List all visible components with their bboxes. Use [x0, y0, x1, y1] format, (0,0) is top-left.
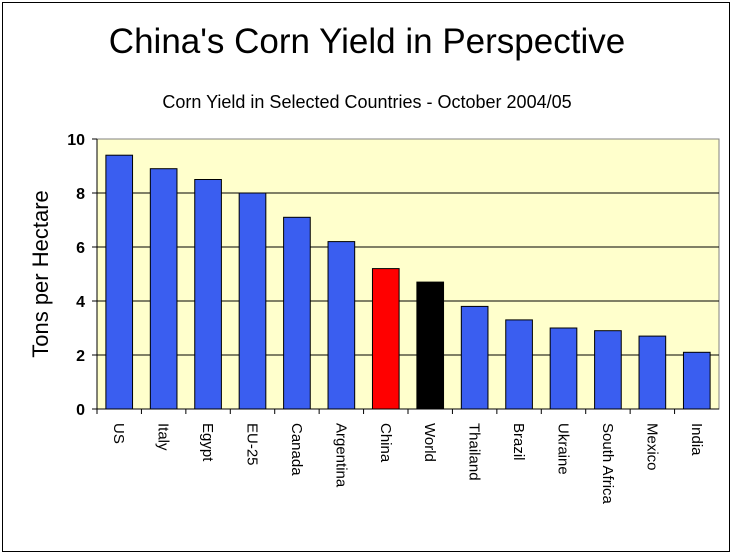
x-tick-label: Egypt: [199, 423, 216, 462]
bar-ukraine: [549, 327, 578, 410]
x-tick-label: Brazil: [510, 423, 527, 461]
y-tick-label: 2: [76, 348, 85, 365]
x-tick-label: World: [421, 423, 438, 462]
plot-area: [96, 138, 720, 410]
x-tick-label: US: [110, 423, 127, 444]
bars: [105, 154, 711, 410]
bar-eu-25: [238, 192, 267, 410]
bar-india: [682, 351, 711, 410]
x-tick-label: India: [688, 423, 705, 456]
y-axis-label: Tons per Hectare: [28, 190, 53, 358]
y-axis-ticks: 0 2 4 6 8 10: [67, 132, 97, 419]
x-tick-label: South Africa: [599, 423, 616, 505]
y-tick-label: 8: [76, 186, 85, 203]
bar-egypt: [194, 179, 222, 410]
bar-brazil: [505, 319, 533, 410]
y-tick-label: 0: [76, 402, 85, 419]
chart-title: China's Corn Yield in Perspective: [108, 22, 626, 61]
bar-canada: [283, 216, 311, 410]
bar-mexico: [638, 335, 667, 410]
bar-china: [371, 268, 400, 410]
x-tick-label: Italy: [155, 423, 172, 451]
x-tick-label: Ukraine: [555, 423, 572, 475]
x-tick-label: Mexico: [643, 423, 660, 471]
bar-italy: [149, 168, 178, 410]
y-tick-label: 10: [67, 132, 85, 149]
bar-argentina: [327, 241, 356, 410]
bar-us: [105, 154, 134, 410]
bar-south-africa: [594, 330, 622, 410]
x-tick-label: EU-25: [244, 423, 261, 466]
chart-subtitle: Corn Yield in Selected Countries - Octob…: [162, 92, 572, 112]
x-tick-label: China: [377, 423, 394, 463]
y-tick-label: 4: [76, 294, 85, 311]
x-tick-label: Argentina: [332, 423, 349, 488]
x-tick-label: Thailand: [466, 423, 483, 481]
bar-world: [416, 281, 445, 410]
x-tick-label: Canada: [288, 423, 305, 476]
y-tick-label: 6: [76, 240, 85, 257]
bar-thailand: [460, 305, 489, 410]
x-axis-labels: US Italy Egypt EU-25 Canada Argentina China Wor…: [96, 409, 705, 505]
